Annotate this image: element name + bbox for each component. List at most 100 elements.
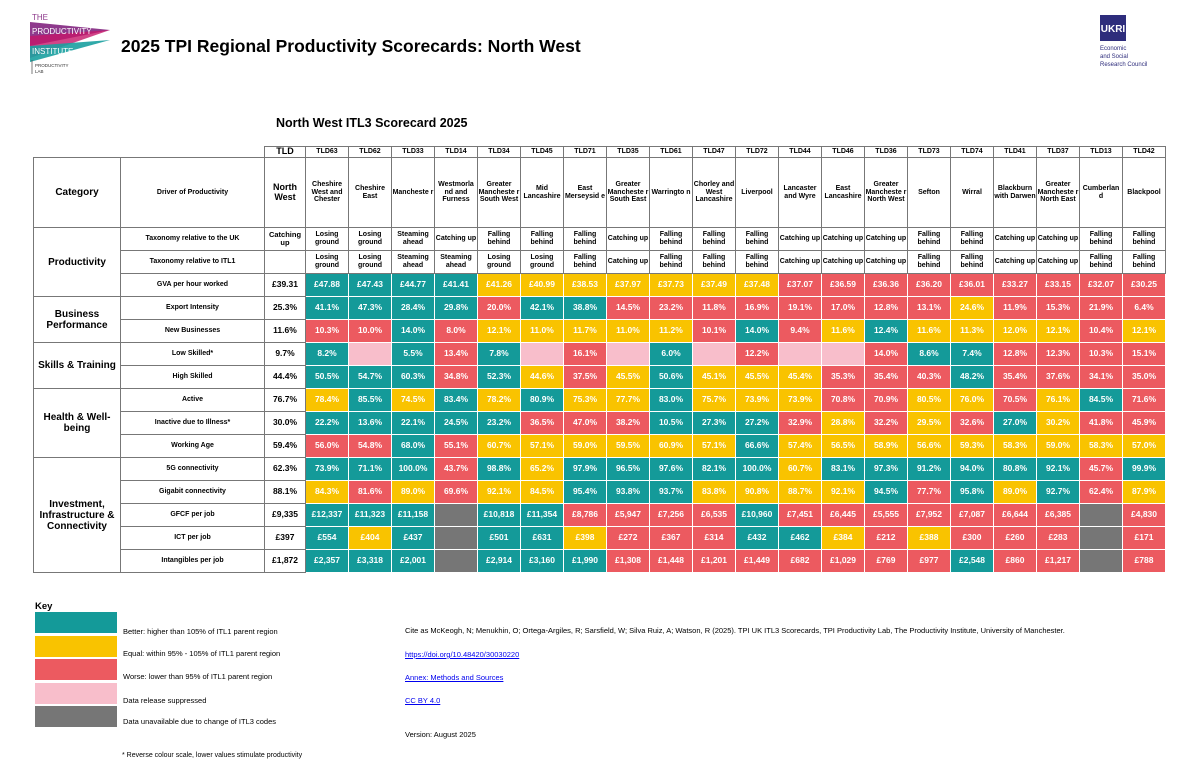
region-name-header: Greater Mancheste r South East xyxy=(606,157,650,228)
score-cell: £398 xyxy=(563,526,607,550)
driver-label: GVA per hour worked xyxy=(120,273,265,297)
score-cell: 35.0% xyxy=(1122,365,1166,389)
key-title: Key xyxy=(35,601,53,612)
svg-text:and Social: and Social xyxy=(1100,54,1128,60)
score-cell: 83.4% xyxy=(434,388,478,412)
svg-text:PRODUCTIVITY: PRODUCTIVITY xyxy=(35,63,69,68)
score-cell: £47.88 xyxy=(305,273,349,297)
annex-link[interactable]: Annex: Methods and Sources xyxy=(405,673,504,682)
scorecard-table: TLD TLD63 TLD62 TLD33 TLD14 TLD34 TLD45 TLD71 TL… xyxy=(33,146,1166,573)
driver-label: Low Skilled* xyxy=(120,342,265,366)
score-cell: £11,158 xyxy=(391,503,435,527)
score-cell: 13.6% xyxy=(348,411,392,435)
score-cell: 71.1% xyxy=(348,457,392,481)
score-cell: £37.07 xyxy=(778,273,822,297)
score-cell: £860 xyxy=(993,549,1037,573)
score-cell: £388 xyxy=(907,526,951,550)
score-cell: £12,337 xyxy=(305,503,349,527)
score-cell xyxy=(348,342,392,366)
score-cell: 43.7% xyxy=(434,457,478,481)
score-cell: 56.6% xyxy=(907,434,951,458)
driver-label: ICT per job xyxy=(120,526,265,550)
score-cell: 77.7% xyxy=(907,480,951,504)
score-cell xyxy=(520,342,564,366)
score-cell: 83.0% xyxy=(649,388,693,412)
score-cell: 60.3% xyxy=(391,365,435,389)
score-cell: £3,318 xyxy=(348,549,392,573)
score-cell: Catching up xyxy=(864,250,908,274)
score-cell: 97.3% xyxy=(864,457,908,481)
score-cell: £6,644 xyxy=(993,503,1037,527)
score-cell: 10.3% xyxy=(1079,342,1123,366)
score-cell: 27.3% xyxy=(692,411,736,435)
score-cell: 59.5% xyxy=(606,434,650,458)
score-cell xyxy=(1079,526,1123,550)
score-cell: 41.1% xyxy=(305,296,349,320)
score-cell: 38.8% xyxy=(563,296,607,320)
score-cell: 60.9% xyxy=(649,434,693,458)
driver-header: Driver of Productivity xyxy=(120,157,265,228)
score-cell: 21.9% xyxy=(1079,296,1123,320)
region-code-header: TLD36 xyxy=(864,146,908,158)
doi-link[interactable]: https://doi.org/10.48420/30030220 xyxy=(405,650,520,659)
score-cell: 66.6% xyxy=(735,434,779,458)
score-cell: 11.3% xyxy=(950,319,994,343)
score-cell xyxy=(434,526,478,550)
driver-label: 5G connectivity xyxy=(120,457,265,481)
score-cell: 10.1% xyxy=(692,319,736,343)
score-cell xyxy=(606,342,650,366)
score-cell: 70.5% xyxy=(993,388,1037,412)
score-cell: 24.6% xyxy=(950,296,994,320)
productivity-institute-logo: THE PRODUCTIVITY INSTITUTE PRODUCTIVITY … xyxy=(30,13,110,74)
score-cell: Catching up xyxy=(606,227,650,251)
score-cell: 17.0% xyxy=(821,296,865,320)
score-cell: 11.6% xyxy=(821,319,865,343)
parent-value: 44.4% xyxy=(264,365,306,389)
parent-code-header: TLD xyxy=(264,146,306,158)
category-cell: Productivity xyxy=(33,227,121,297)
category-cell: Business Performance xyxy=(33,296,121,343)
score-cell: Falling behind xyxy=(907,250,951,274)
score-cell: Losing ground xyxy=(305,250,349,274)
score-cell: 62.4% xyxy=(1079,480,1123,504)
score-cell: 88.7% xyxy=(778,480,822,504)
score-cell: £212 xyxy=(864,526,908,550)
score-cell: Steaming ahead xyxy=(391,250,435,274)
region-code-header: TLD42 xyxy=(1122,146,1166,158)
score-cell: Falling behind xyxy=(950,227,994,251)
region-name-header: East Merseysid e xyxy=(563,157,607,228)
parent-value: Catching up xyxy=(264,227,306,251)
score-cell: 11.6% xyxy=(907,319,951,343)
score-cell: 34.1% xyxy=(1079,365,1123,389)
score-cell: 47.0% xyxy=(563,411,607,435)
score-cell xyxy=(1079,503,1123,527)
score-cell: 54.8% xyxy=(348,434,392,458)
driver-label: New Businesses xyxy=(120,319,265,343)
svg-text:PRODUCTIVITY: PRODUCTIVITY xyxy=(32,27,92,36)
region-name-header: Wirral xyxy=(950,157,994,228)
region-name-header: Greater Mancheste r South West xyxy=(477,157,521,228)
region-code-header: TLD63 xyxy=(305,146,349,158)
score-cell: £36.20 xyxy=(907,273,951,297)
score-cell: 10.5% xyxy=(649,411,693,435)
category-cell: Skills & Training xyxy=(33,342,121,389)
score-cell: 59.3% xyxy=(950,434,994,458)
score-cell: £41.26 xyxy=(477,273,521,297)
score-cell: 48.2% xyxy=(950,365,994,389)
score-cell: 16.1% xyxy=(563,342,607,366)
score-cell: £384 xyxy=(821,526,865,550)
license-link[interactable]: CC BY 4.0 xyxy=(405,696,441,705)
score-cell: 94.0% xyxy=(950,457,994,481)
score-cell: £32.07 xyxy=(1079,273,1123,297)
score-cell: 73.9% xyxy=(778,388,822,412)
driver-label: Active xyxy=(120,388,265,412)
score-cell: 11.9% xyxy=(993,296,1037,320)
score-cell: Falling behind xyxy=(735,227,779,251)
region-name-header: Cheshire West and Chester xyxy=(305,157,349,228)
score-cell: 65.2% xyxy=(520,457,564,481)
key-label-equal: Equal: within 95% - 105% of ITL1 parent … xyxy=(123,649,281,658)
score-cell: 100.0% xyxy=(391,457,435,481)
score-cell: 10.4% xyxy=(1079,319,1123,343)
score-cell: 27.0% xyxy=(993,411,1037,435)
score-cell: £2,548 xyxy=(950,549,994,573)
